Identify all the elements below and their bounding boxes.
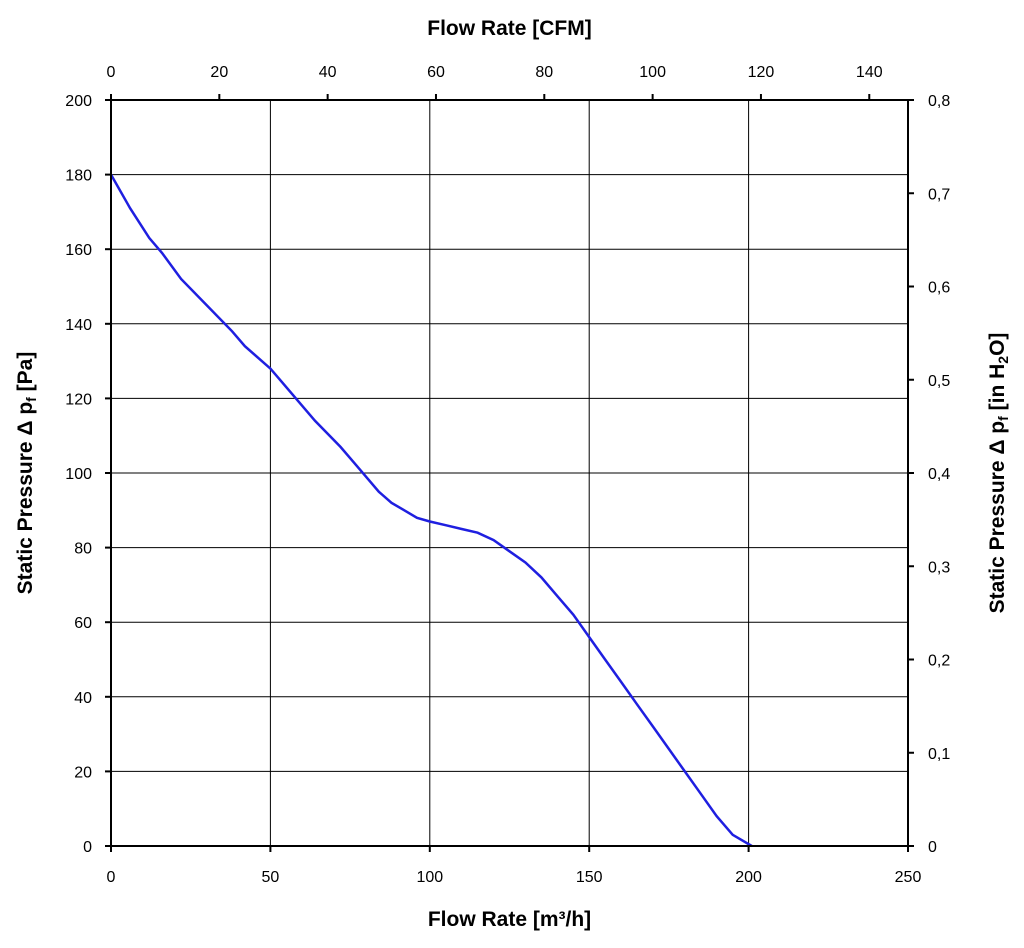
x-tick-label: 50 bbox=[262, 869, 280, 886]
x-axis-title: Flow Rate [m³/h] bbox=[428, 908, 591, 931]
y2-tick-label: 0,4 bbox=[928, 466, 950, 483]
y-tick-label: 140 bbox=[65, 317, 92, 334]
x-tick-label: 0 bbox=[107, 869, 116, 886]
y2-tick-label: 0,8 bbox=[928, 93, 950, 110]
y-tick-label: 0 bbox=[83, 839, 92, 856]
x2-tick-label: 100 bbox=[639, 64, 666, 81]
y-tick-label: 160 bbox=[65, 242, 92, 259]
x2-tick-label: 20 bbox=[210, 64, 228, 81]
y2-tick-label: 0,6 bbox=[928, 280, 950, 297]
pressure-curve-line bbox=[109, 173, 753, 848]
y-tick-label: 80 bbox=[74, 541, 92, 558]
y-tick-label: 100 bbox=[65, 466, 92, 483]
x2-tick-label: 120 bbox=[748, 64, 775, 81]
y-tick-label: 120 bbox=[65, 391, 92, 408]
x2-tick-label: 40 bbox=[319, 64, 337, 81]
ticks: 0 50 100 150 200 250 0 20 40 60 80 100 120 140 0 20 40 60… bbox=[65, 64, 950, 886]
y2-tick-label: 0,2 bbox=[928, 653, 950, 670]
y-tick-label: 180 bbox=[65, 168, 92, 185]
y-tick-label: 60 bbox=[74, 615, 92, 632]
x2-tick-label: 0 bbox=[107, 64, 116, 81]
x2-axis-title: Flow Rate [CFM] bbox=[427, 17, 591, 40]
x-tick-label: 150 bbox=[576, 869, 603, 886]
x2-tick-label: 60 bbox=[427, 64, 445, 81]
y-tick-label: 40 bbox=[74, 690, 92, 707]
y2-tick-label: 0,1 bbox=[928, 746, 950, 763]
data-layer bbox=[109, 173, 753, 848]
y2-tick-label: 0 bbox=[928, 839, 937, 856]
y2-tick-label: 0,7 bbox=[928, 186, 950, 203]
y-axis-title: Static Pressure Δ pf [Pa] bbox=[14, 352, 39, 595]
x-tick-label: 250 bbox=[895, 869, 922, 886]
x2-tick-label: 80 bbox=[535, 64, 553, 81]
y-tick-label: 20 bbox=[74, 764, 92, 781]
y2-tick-label: 0,5 bbox=[928, 373, 950, 390]
x2-tick-label: 140 bbox=[856, 64, 883, 81]
x-tick-label: 200 bbox=[735, 869, 762, 886]
y2-axis-title: Static Pressure Δ pf [in H2O] bbox=[986, 333, 1011, 614]
y2-tick-label: 0,3 bbox=[928, 559, 950, 576]
grid bbox=[110, 99, 909, 847]
y-tick-label: 200 bbox=[65, 93, 92, 110]
x-tick-label: 100 bbox=[416, 869, 443, 886]
